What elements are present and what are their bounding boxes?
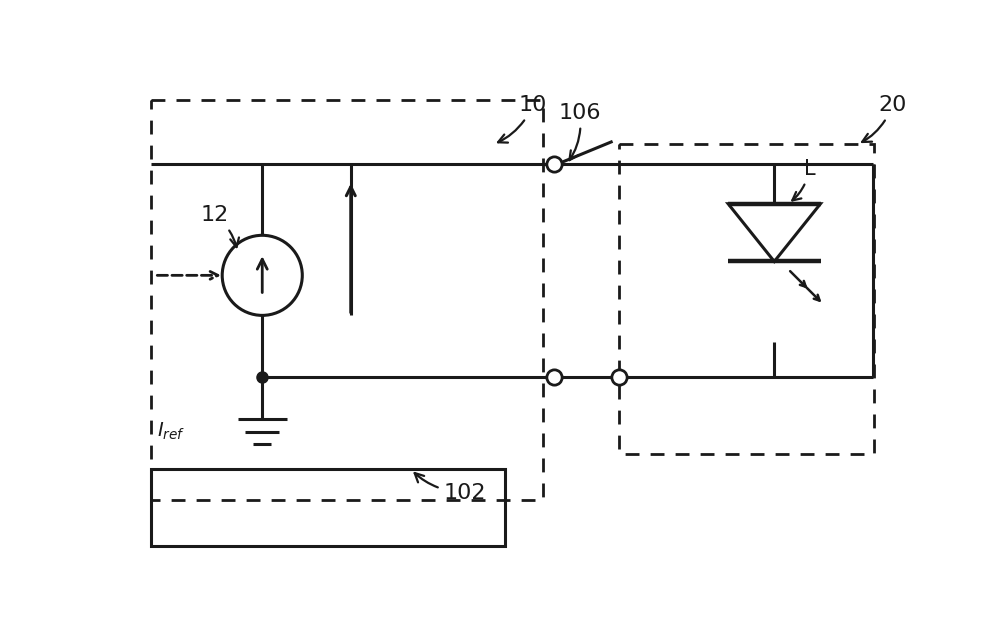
- Text: 106: 106: [559, 103, 601, 160]
- Text: $I_{ref}$: $I_{ref}$: [157, 420, 185, 442]
- Text: L: L: [792, 159, 815, 201]
- Text: 102: 102: [415, 473, 486, 503]
- Bar: [151, 470, 505, 546]
- Text: 20: 20: [862, 95, 907, 142]
- Text: 12: 12: [201, 206, 239, 247]
- Text: 10: 10: [498, 95, 547, 142]
